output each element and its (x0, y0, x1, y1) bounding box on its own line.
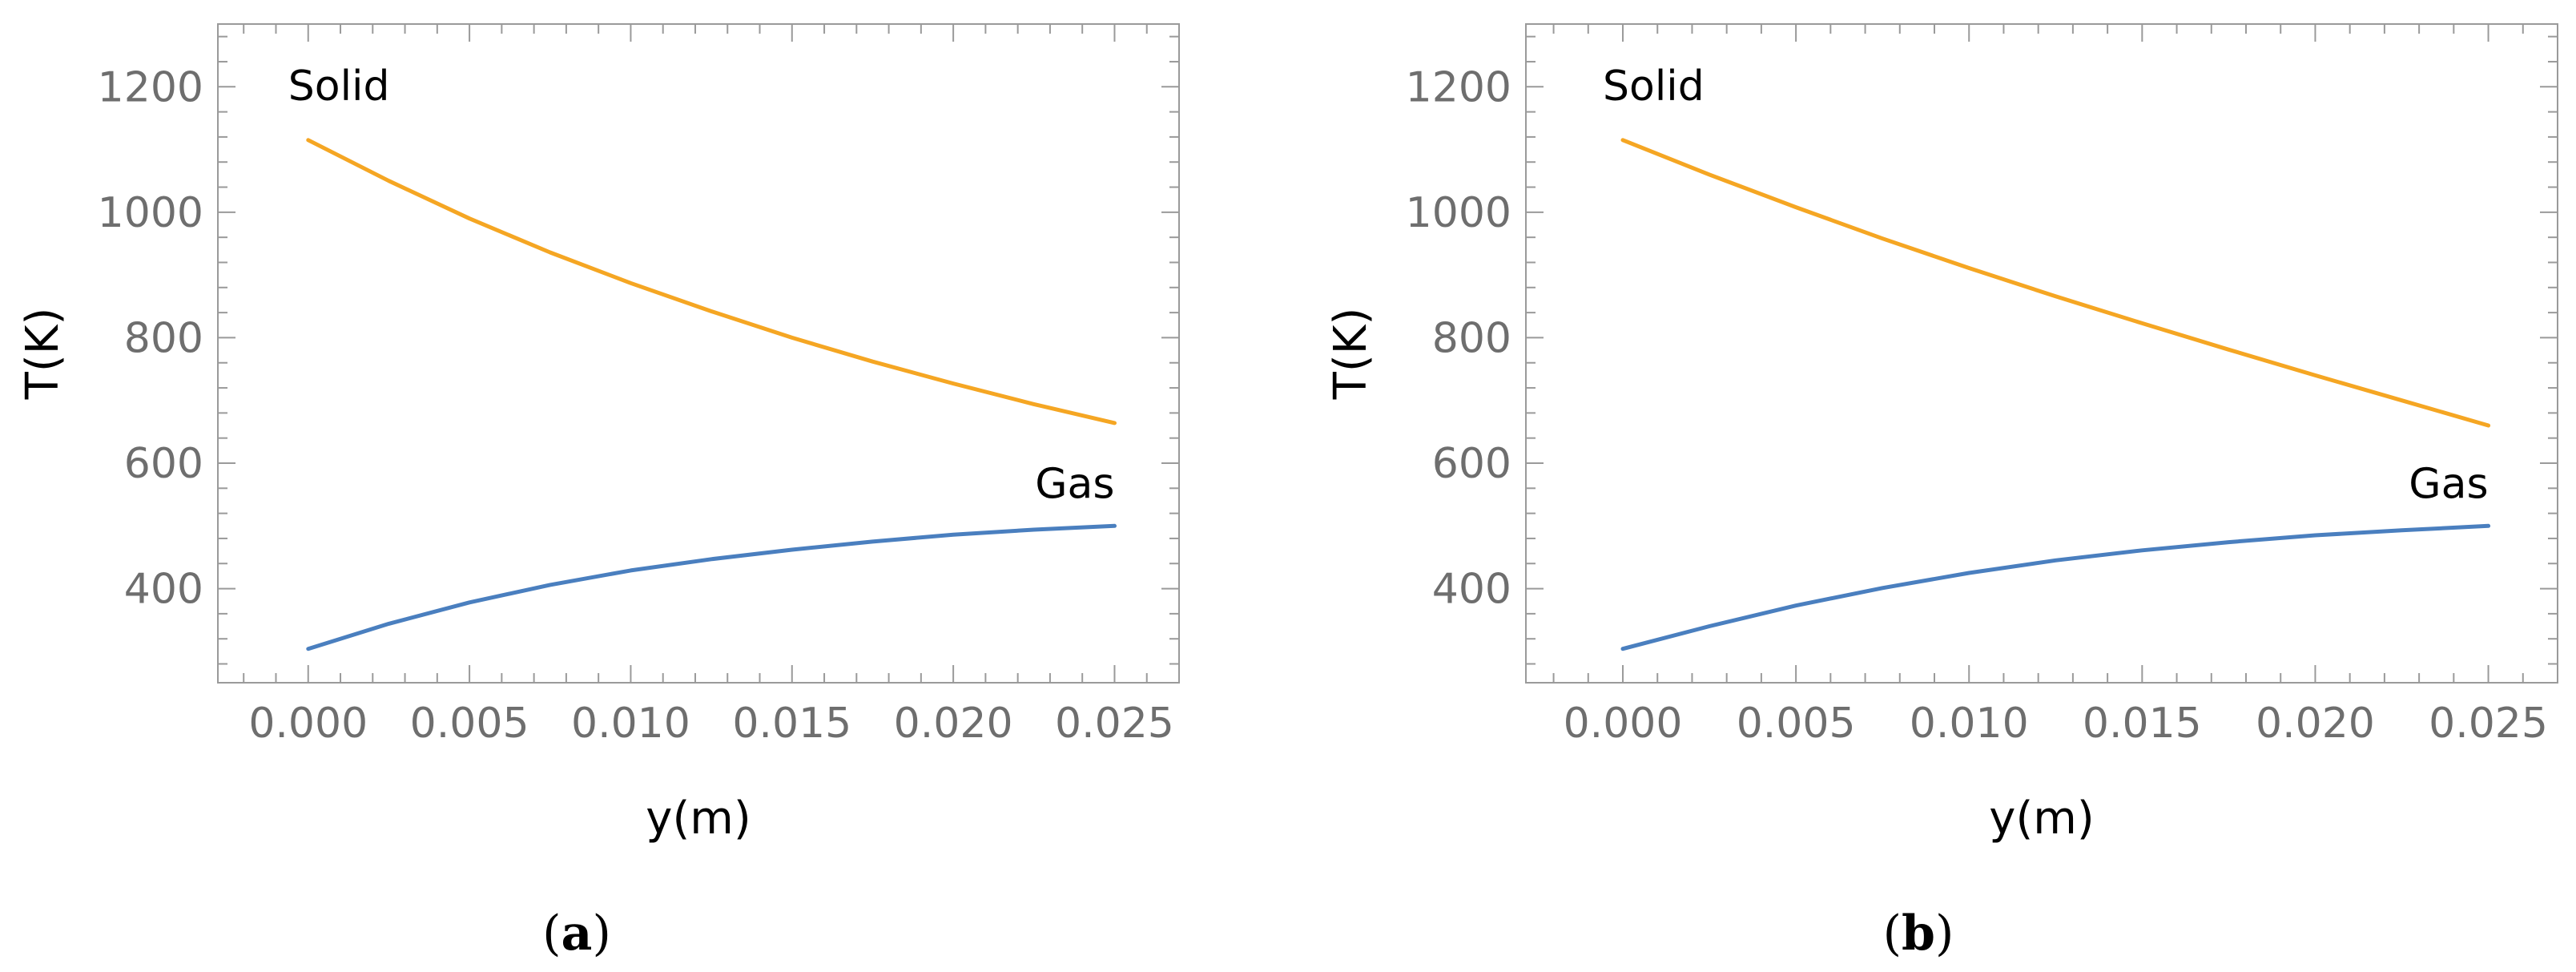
x-tick-label: 0.015 (732, 700, 851, 748)
y-tick-label: 600 (124, 440, 203, 488)
caption-close-b: ) (1935, 905, 1954, 962)
y-tick-label: 1000 (98, 189, 203, 237)
caption-letter-a: a (561, 905, 593, 962)
x-tick-label: 0.010 (1910, 700, 2029, 748)
series-a: Solid Gas (288, 63, 1117, 651)
series-b: Solid Gas (1603, 63, 2491, 651)
y-tick-label: 600 (1432, 440, 1511, 488)
y-tick-label: 400 (1432, 566, 1511, 614)
x-tick-label: 0.005 (410, 700, 529, 748)
series-label-gas: Gas (1035, 460, 1114, 508)
panel-b: 0.000 0.005 0.010 0.015 0.020 0.025 400 600 800… (1325, 23, 2558, 962)
caption-close-a: ) (592, 905, 610, 962)
y-tick-label: 400 (124, 566, 203, 614)
y-tick-label: 1200 (1406, 63, 1511, 111)
x-tick-label: 0.020 (894, 700, 1013, 748)
caption-letter-b: b (1902, 905, 1935, 962)
caption-open-a: ( (542, 905, 561, 962)
y-axis-label-a: T(K) (17, 308, 69, 401)
caption-open-b: ( (1883, 905, 1902, 962)
x-tick-label: 0.005 (1737, 700, 1856, 748)
y-axis-label-b: T(K) (1325, 308, 1377, 401)
series-label-solid: Solid (288, 63, 390, 111)
y-ticks-b: 400 600 800 1000 1200 (1406, 35, 2558, 665)
series-line-solid (306, 138, 1117, 426)
x-axis-label-a: y(m) (646, 793, 751, 845)
y-ticks-a: 400 600 800 1000 1200 (98, 35, 1179, 665)
series-line-solid (1620, 138, 2491, 428)
y-tick-label: 800 (1432, 314, 1511, 362)
x-tick-label: 0.020 (2256, 700, 2375, 748)
plot-frame-b (1525, 23, 2558, 684)
x-tick-label: 0.025 (2429, 700, 2548, 748)
series-label-gas: Gas (2409, 460, 2488, 508)
y-tick-label: 1200 (98, 63, 203, 111)
y-tick-label: 1000 (1406, 189, 1511, 237)
panel-caption-a: (a) (542, 905, 611, 962)
x-ticks-b: 0.000 0.005 0.010 0.015 0.020 0.025 (1552, 24, 2558, 748)
series-line-gas (1620, 523, 2491, 651)
x-tick-label: 0.010 (571, 700, 690, 748)
x-tick-label: 0.015 (2083, 700, 2202, 748)
x-tick-label: 0.000 (1564, 700, 1683, 748)
panel-caption-b: (b) (1883, 905, 1954, 962)
series-line-gas (306, 523, 1117, 651)
series-label-solid: Solid (1603, 63, 1705, 111)
x-axis-label-b: y(m) (1989, 793, 2094, 845)
y-tick-label: 800 (124, 314, 203, 362)
x-tick-label: 0.000 (248, 700, 368, 748)
panel-a: 0.000 0.005 0.010 0.015 0.020 0.025 400 600 800… (17, 23, 1180, 962)
x-tick-label: 0.025 (1055, 700, 1174, 748)
x-ticks-a: 0.000 0.005 0.010 0.015 0.020 0.025 (243, 24, 1180, 748)
plot-frame-a (217, 23, 1180, 684)
